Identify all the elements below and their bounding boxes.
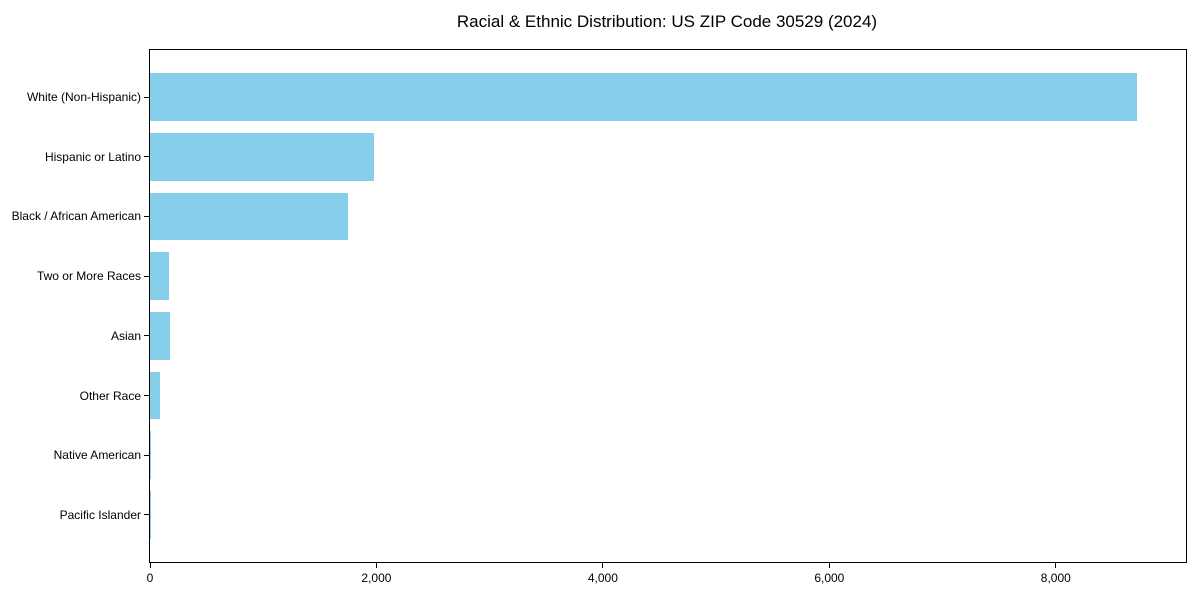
y-axis-category-label: Two or More Races <box>36 269 141 284</box>
x-axis-tick-label: 4,000 <box>587 571 618 585</box>
y-axis-tick <box>144 156 149 158</box>
y-axis-category-label: Other Race <box>79 388 141 403</box>
y-axis-tick <box>144 454 149 456</box>
y-axis-tick <box>144 275 149 277</box>
x-axis-tick <box>1055 563 1057 568</box>
chart-title: Racial & Ethnic Distribution: US ZIP Cod… <box>456 12 878 31</box>
y-axis-tick <box>144 215 149 217</box>
x-axis-tick <box>602 563 604 568</box>
x-axis-tick-label: 2,000 <box>361 571 392 585</box>
y-axis-category-label: Hispanic or Latino <box>44 149 141 164</box>
chart-bar <box>150 192 348 241</box>
y-axis-category-label: Black / African American <box>11 209 141 224</box>
y-axis-category-label: White (Non-Hispanic) <box>26 90 141 105</box>
x-axis-tick <box>149 563 151 568</box>
chart-bar <box>150 311 171 360</box>
chart-bar <box>150 252 170 301</box>
y-axis-category-label: Pacific Islander <box>59 507 141 522</box>
x-axis-tick <box>375 563 377 568</box>
chart-bar <box>150 73 1137 121</box>
chart-bar <box>150 132 374 181</box>
y-axis-tick <box>144 514 149 516</box>
chart-bar <box>150 431 151 480</box>
x-axis-tick-label: 0 <box>146 571 154 585</box>
x-axis-tick-label: 8,000 <box>1040 571 1071 585</box>
y-axis-category-label: Native American <box>53 448 141 463</box>
x-axis-tick-label: 6,000 <box>814 571 845 585</box>
y-axis-tick <box>144 395 149 396</box>
y-axis-tick <box>144 335 149 337</box>
x-axis-tick <box>828 563 830 568</box>
plot-area: White (Non-Hispanic) Hispanic or Latino Bl… <box>12 49 1187 585</box>
chart-bar <box>150 371 161 420</box>
y-axis-tick <box>144 96 149 98</box>
y-axis-category-label: Asian <box>110 328 141 343</box>
